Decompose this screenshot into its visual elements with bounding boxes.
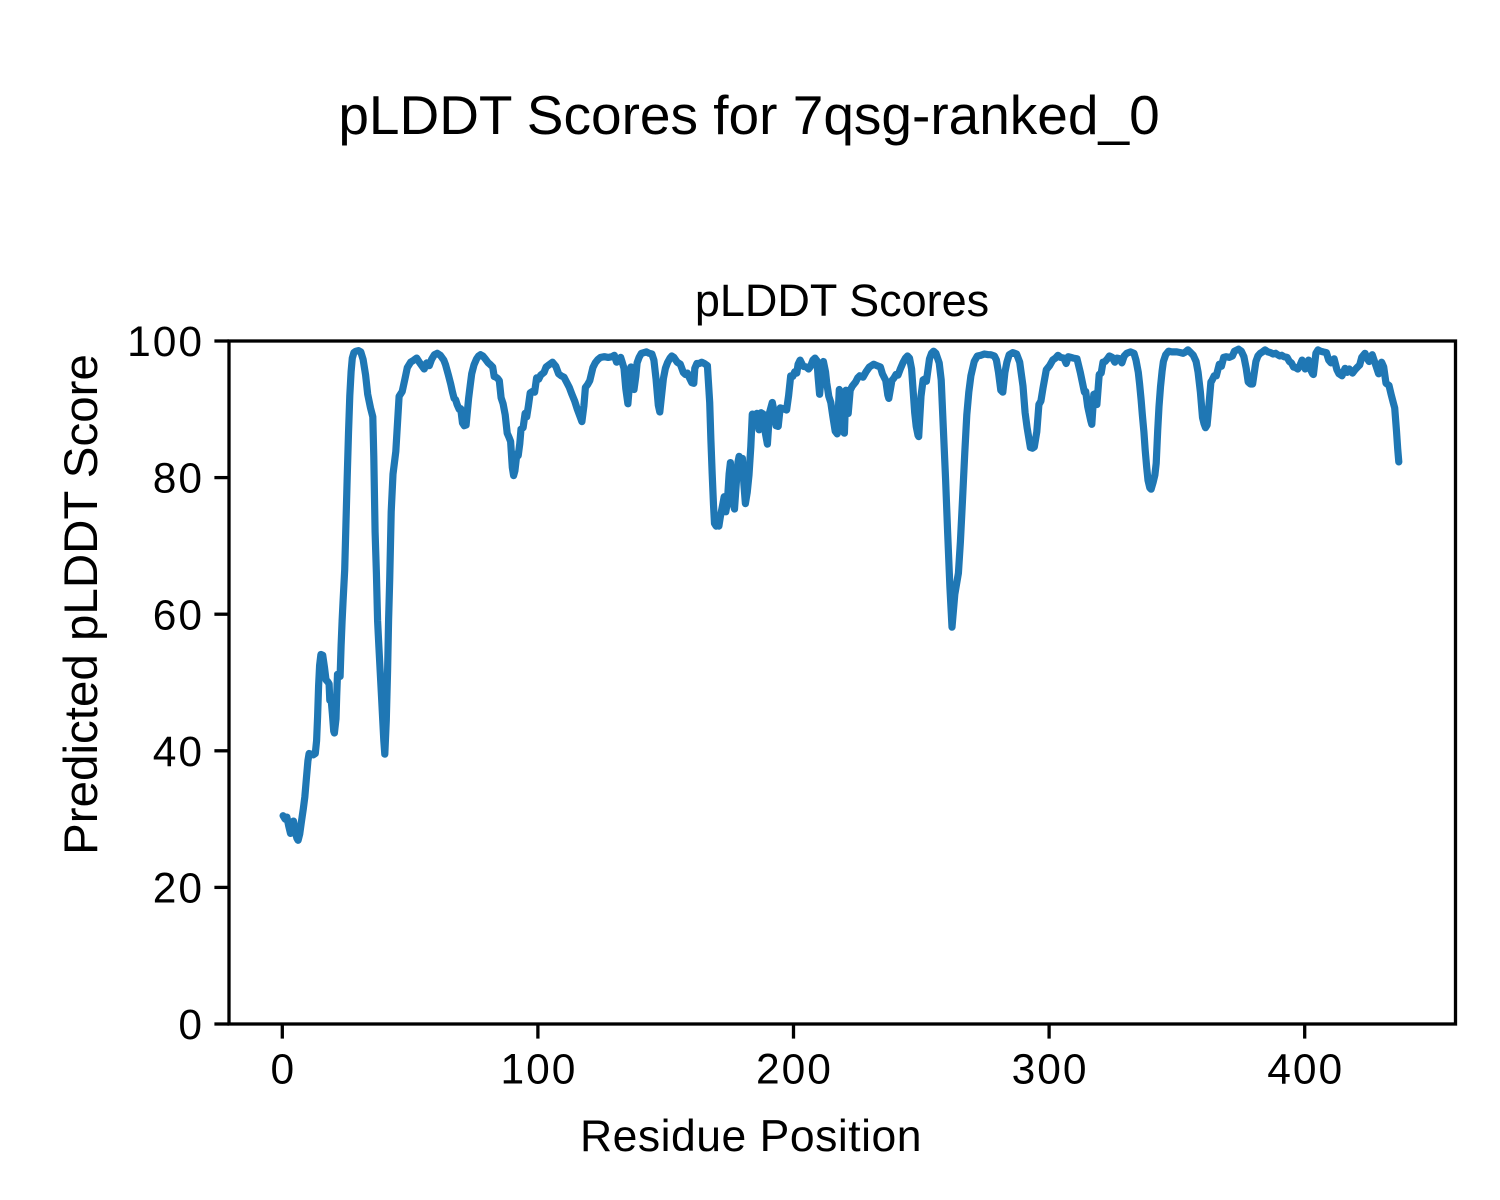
- svg-text:60: 60: [153, 592, 204, 639]
- svg-text:100: 100: [500, 1046, 577, 1093]
- svg-text:0: 0: [178, 1002, 202, 1049]
- svg-text:80: 80: [153, 456, 204, 503]
- svg-text:100: 100: [127, 319, 204, 366]
- svg-text:300: 300: [1012, 1046, 1089, 1093]
- svg-text:pLDDT Scores: pLDDT Scores: [695, 275, 989, 326]
- svg-text:200: 200: [756, 1046, 833, 1093]
- svg-text:pLDDT Scores for 7qsg-ranked_0: pLDDT Scores for 7qsg-ranked_0: [338, 84, 1159, 146]
- svg-text:0: 0: [270, 1046, 294, 1093]
- svg-text:20: 20: [153, 866, 204, 913]
- svg-text:400: 400: [1267, 1046, 1344, 1093]
- svg-text:Residue Position: Residue Position: [580, 1112, 922, 1161]
- svg-text:40: 40: [153, 729, 204, 776]
- svg-text:Predicted pLDDT Score: Predicted pLDDT Score: [55, 354, 108, 855]
